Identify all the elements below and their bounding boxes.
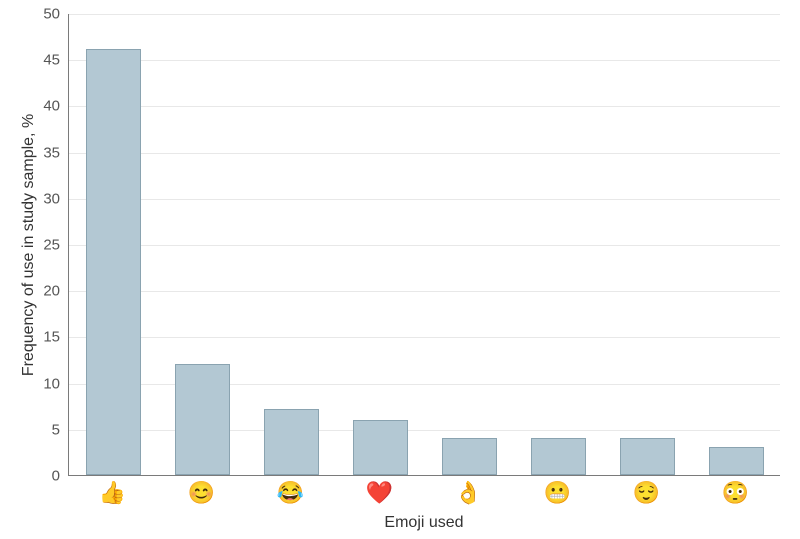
y-tick-label: 5	[30, 421, 60, 438]
emoji-frequency-bar-chart: Frequency of use in study sample, % Emoj…	[0, 0, 800, 539]
gridline	[69, 60, 780, 61]
gridline	[69, 199, 780, 200]
ok-hand-emoji: 👌	[455, 482, 482, 504]
bar-ok-hand-emoji	[442, 438, 497, 475]
tears-of-joy-emoji: 😂	[277, 482, 304, 504]
smiling-face-emoji: 😊	[188, 482, 215, 504]
y-tick-label: 40	[30, 98, 60, 115]
gridline	[69, 14, 780, 15]
bar-smiling-face-emoji	[175, 364, 230, 475]
y-tick-label: 20	[30, 283, 60, 300]
bar-red-heart-emoji	[353, 420, 408, 475]
bar-grimacing-face-emoji	[531, 438, 586, 475]
bar-flushed-face-emoji	[709, 447, 764, 475]
red-heart-emoji: ❤️	[366, 482, 393, 504]
y-tick-label: 0	[30, 468, 60, 485]
y-tick-label: 50	[30, 6, 60, 23]
flushed-face-emoji: 😳	[722, 482, 749, 504]
y-tick-label: 10	[30, 375, 60, 392]
gridline	[69, 106, 780, 107]
gridline	[69, 337, 780, 338]
y-tick-label: 45	[30, 52, 60, 69]
grimacing-face-emoji: 😬	[544, 482, 571, 504]
y-tick-label: 25	[30, 237, 60, 254]
bar-relieved-face-emoji	[620, 438, 675, 475]
y-tick-label: 30	[30, 190, 60, 207]
bar-tears-of-joy-emoji	[264, 409, 319, 475]
gridline	[69, 291, 780, 292]
gridline	[69, 153, 780, 154]
bar-thumbs-up-emoji	[86, 49, 141, 475]
plot-area	[68, 14, 780, 476]
x-axis-title: Emoji used	[384, 514, 463, 532]
thumbs-up-emoji: 👍	[99, 482, 126, 504]
y-tick-label: 35	[30, 144, 60, 161]
y-tick-label: 15	[30, 329, 60, 346]
gridline	[69, 245, 780, 246]
relieved-face-emoji: 😌	[633, 482, 660, 504]
